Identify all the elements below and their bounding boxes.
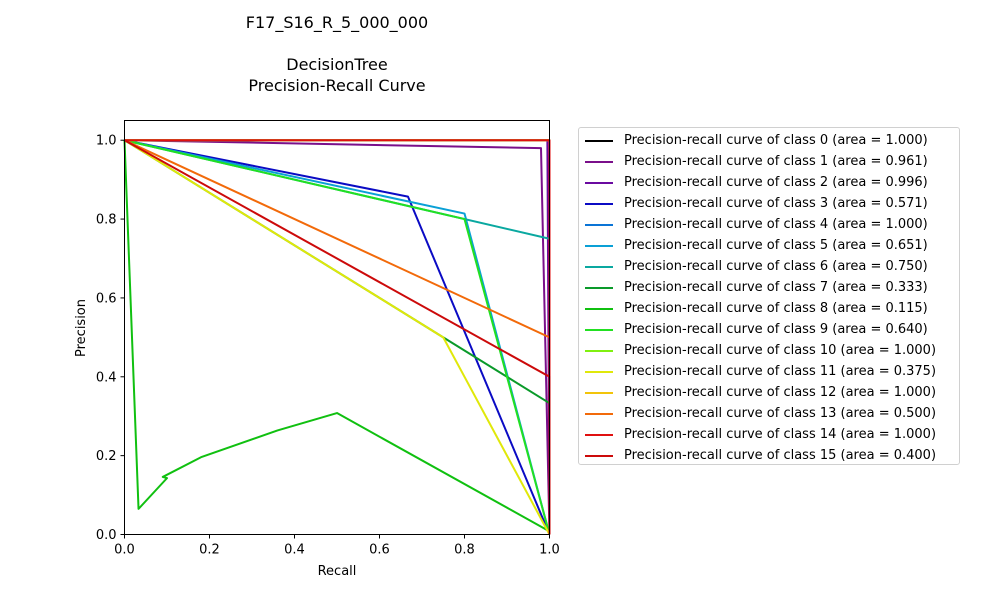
legend-item-class-7: Precision-recall curve of class 7 (area …	[579, 277, 928, 298]
chart-title-line-3: DecisionTree	[286, 55, 388, 74]
legend-swatch	[585, 160, 613, 163]
x-tick-label: 0.4	[284, 543, 305, 558]
legend-item-class-2: Precision-recall curve of class 2 (area …	[579, 172, 928, 193]
legend-swatch	[585, 265, 613, 268]
legend-swatch	[585, 328, 613, 331]
plot-frame	[124, 120, 550, 535]
legend-label: Precision-recall curve of class 12 (area…	[624, 385, 937, 400]
y-tick-label: 0.0	[96, 528, 117, 543]
pr-curve-class-14	[124, 139, 551, 436]
legend-item-class-0: Precision-recall curve of class 0 (area …	[579, 130, 928, 151]
y-tick-label: 0.6	[96, 291, 117, 306]
legend-swatch	[585, 391, 613, 394]
legend-label: Precision-recall curve of class 0 (area …	[624, 133, 928, 148]
pr-curve-class-12	[124, 139, 551, 535]
x-tick-label: 0.6	[369, 543, 390, 558]
legend-swatch	[585, 370, 613, 373]
legend-swatch	[585, 349, 613, 352]
pr-curve-class-0	[124, 139, 551, 535]
legend-item-class-15: Precision-recall curve of class 15 (area…	[579, 445, 936, 466]
curves-layer	[123, 139, 551, 535]
x-tick-label: 1.0	[539, 543, 560, 558]
x-tick-label: 0.8	[454, 543, 475, 558]
pr-curve-class-3	[124, 139, 551, 535]
x-tick-label: 0.0	[114, 543, 135, 558]
legend-swatch	[585, 202, 613, 205]
axis-ticks: 0.0 0.2 0.4 0.6 0.8 1.0 0.0 0.2 0.4 0.6 0.8 1.0	[96, 134, 560, 558]
legend-item-class-1: Precision-recall curve of class 1 (area …	[579, 151, 928, 172]
y-tick-label: 0.2	[96, 449, 117, 464]
legend-item-class-9: Precision-recall curve of class 9 (area …	[579, 319, 928, 340]
pr-curve-class-10	[124, 139, 551, 535]
legend-swatch	[585, 139, 613, 142]
legend-label: Precision-recall curve of class 6 (area …	[624, 259, 928, 274]
legend-item-class-14: Precision-recall curve of class 14 (area…	[579, 424, 936, 445]
legend-label: Precision-recall curve of class 9 (area …	[624, 322, 928, 337]
legend-label: Precision-recall curve of class 10 (area…	[624, 343, 937, 358]
legend-item-class-8: Precision-recall curve of class 8 (area …	[579, 298, 928, 319]
chart-title-line-4: Precision-Recall Curve	[248, 76, 426, 95]
legend-item-class-13: Precision-recall curve of class 13 (area…	[579, 403, 936, 424]
y-tick-label: 0.4	[96, 370, 117, 385]
legend-swatch	[585, 181, 613, 184]
pr-curve-class-6	[124, 139, 551, 535]
legend-item-class-3: Precision-recall curve of class 3 (area …	[579, 193, 928, 214]
pr-curve-class-11	[123, 139, 551, 535]
legend-label: Precision-recall curve of class 11 (area…	[624, 364, 937, 379]
pr-curve-class-13	[124, 139, 551, 535]
legend-label: Precision-recall curve of class 8 (area …	[624, 301, 928, 316]
legend-label: Precision-recall curve of class 2 (area …	[624, 175, 928, 190]
legend-item-class-11: Precision-recall curve of class 11 (area…	[579, 361, 936, 382]
legend-item-class-5: Precision-recall curve of class 5 (area …	[579, 235, 928, 256]
pr-curve-class-15	[124, 139, 551, 535]
legend-swatch	[585, 307, 613, 310]
legend-label: Precision-recall curve of class 3 (area …	[624, 196, 928, 211]
legend-label: Precision-recall curve of class 14 (area…	[624, 427, 937, 442]
pr-curve-class-4	[124, 139, 551, 535]
legend-label: Precision-recall curve of class 1 (area …	[624, 154, 928, 169]
x-axis-label: Recall	[318, 564, 357, 579]
y-axis-label: Precision	[74, 299, 89, 357]
legend-item-class-12: Precision-recall curve of class 12 (area…	[579, 382, 936, 403]
legend-swatch	[585, 223, 613, 226]
legend-label: Precision-recall curve of class 4 (area …	[624, 217, 928, 232]
legend: Precision-recall curve of class 0 (area …	[578, 127, 960, 465]
legend-item-class-4: Precision-recall curve of class 4 (area …	[579, 214, 928, 235]
legend-label: Precision-recall curve of class 7 (area …	[624, 280, 928, 295]
pr-curve-class-1	[124, 139, 551, 535]
legend-swatch	[585, 454, 613, 457]
legend-swatch	[585, 433, 613, 436]
legend-swatch	[585, 412, 613, 415]
y-tick-label: 0.8	[96, 213, 117, 228]
pr-curve-class-7	[123, 139, 551, 535]
legend-item-class-6: Precision-recall curve of class 6 (area …	[579, 256, 928, 277]
x-tick-label: 0.2	[199, 543, 220, 558]
legend-swatch	[585, 244, 613, 247]
legend-item-class-10: Precision-recall curve of class 10 (area…	[579, 340, 936, 361]
pr-curve-class-8	[123, 140, 550, 533]
y-tick-label: 1.0	[96, 134, 117, 149]
chart-title-line-1: F17_S16_R_5_000_000	[245, 13, 429, 32]
legend-label: Precision-recall curve of class 5 (area …	[624, 238, 928, 253]
pr-curve-class-9	[124, 139, 551, 535]
legend-label: Precision-recall curve of class 13 (area…	[624, 406, 937, 421]
legend-swatch	[585, 286, 613, 289]
pr-curve-class-2	[124, 139, 551, 535]
pr-curve-class-5	[124, 139, 551, 535]
legend-label: Precision-recall curve of class 15 (area…	[624, 448, 937, 463]
